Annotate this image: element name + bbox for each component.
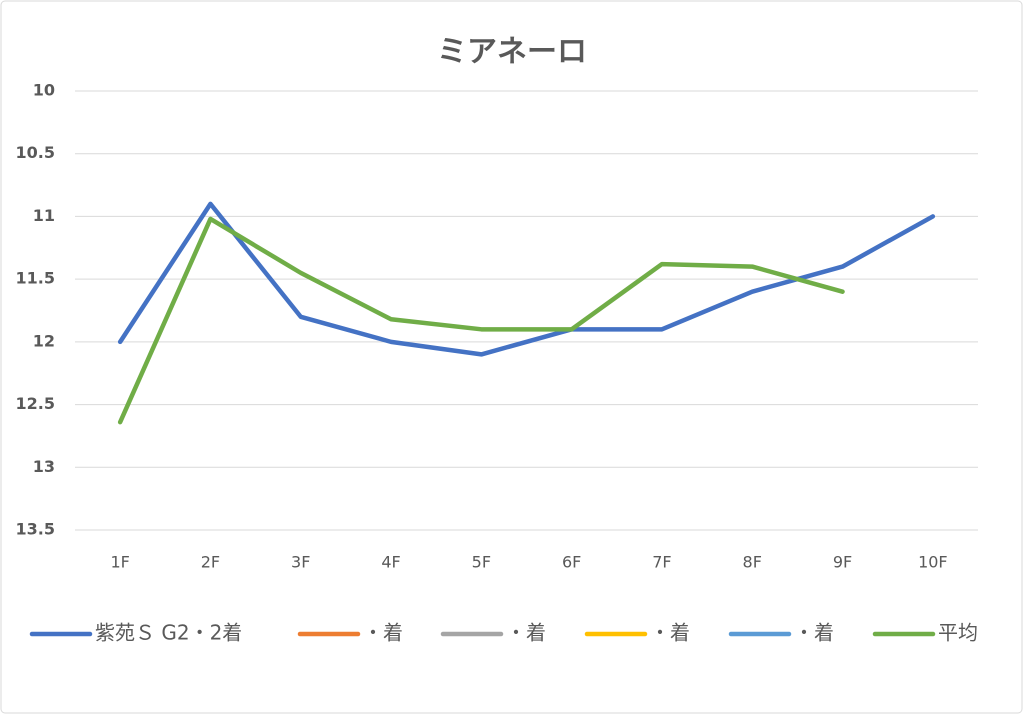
y-tick-label: 10 [33,81,55,100]
x-tick-label: 2F [201,553,220,572]
y-tick-label: 12 [33,331,55,350]
x-tick-label: 4F [381,553,400,572]
x-tick-label: 5F [472,553,491,572]
legend-label: ・着 [794,621,834,645]
x-tick-label: 1F [110,553,129,572]
y-tick-label: 13 [33,457,55,476]
y-tick-label: 13.5 [16,520,55,539]
legend-label: 平均 [938,621,978,645]
legend-label: 紫苑Ｓ G2・2着 [95,621,242,645]
x-tick-label: 6F [562,553,581,572]
x-tick-label: 9F [833,553,852,572]
x-tick-label: 10F [918,553,948,572]
legend-label: ・着 [506,621,546,645]
y-tick-label: 11 [33,206,55,225]
legend-label: ・着 [363,621,403,645]
y-tick-label: 12.5 [16,394,55,413]
x-tick-label: 3F [291,553,310,572]
x-tick-label: 7F [652,553,671,572]
chart-title: ミアネーロ [437,35,587,70]
y-tick-label: 11.5 [16,269,55,288]
y-tick-label: 10.5 [16,143,55,162]
x-tick-label: 8F [743,553,762,572]
series-line [117,216,845,425]
legend-label: ・着 [650,621,690,645]
